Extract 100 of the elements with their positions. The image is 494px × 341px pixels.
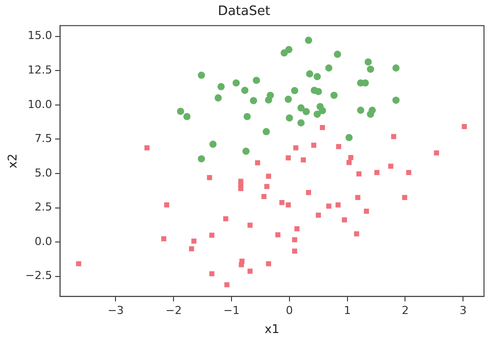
point [306, 190, 312, 196]
point [76, 261, 82, 266]
point [434, 150, 440, 156]
point [336, 144, 342, 150]
point [311, 142, 316, 148]
point [224, 282, 230, 288]
point [325, 64, 332, 72]
point [209, 232, 214, 238]
point [262, 128, 270, 136]
point [217, 83, 225, 90]
point [198, 155, 206, 162]
point [242, 148, 250, 155]
point [285, 46, 292, 54]
point [214, 94, 222, 102]
point [294, 226, 300, 232]
point [330, 92, 338, 99]
point [275, 232, 280, 238]
point [392, 96, 400, 104]
point [388, 164, 394, 169]
point [244, 112, 251, 120]
point [346, 160, 352, 166]
point [297, 104, 305, 112]
point [209, 140, 217, 148]
point [348, 155, 354, 160]
point [250, 97, 258, 104]
y-tick-label: 10.0 [28, 98, 52, 111]
point [391, 134, 396, 140]
point [406, 170, 412, 176]
point [356, 171, 362, 176]
point [241, 86, 248, 94]
y-tick-label: 15.0 [28, 29, 52, 42]
point [362, 79, 369, 87]
point [374, 170, 380, 176]
y-tick-label: 12.5 [28, 63, 52, 76]
point [306, 70, 314, 78]
y-tick-label: 2.5 [34, 200, 52, 214]
point [302, 108, 310, 116]
point [366, 110, 374, 118]
point [161, 236, 166, 242]
chart-title: DataSet [218, 4, 270, 20]
point [326, 204, 332, 209]
point [248, 268, 253, 274]
point [462, 124, 467, 130]
point [206, 175, 212, 180]
point [189, 246, 194, 252]
point [318, 107, 326, 114]
y-tick-label: −2.5 [25, 269, 52, 282]
point [364, 208, 369, 214]
point [300, 157, 306, 162]
point [176, 108, 184, 115]
point [316, 212, 321, 218]
x-tick-label: −3 [108, 304, 124, 317]
point [238, 186, 244, 192]
point [286, 114, 294, 122]
x-tick-label: −1 [223, 304, 240, 317]
point [314, 88, 322, 96]
point [255, 160, 260, 166]
point [336, 202, 341, 208]
point [402, 194, 408, 200]
point [191, 238, 196, 244]
x-tick-label: 0 [286, 304, 293, 317]
point [266, 261, 272, 266]
point [284, 96, 292, 103]
point [292, 237, 298, 242]
point [144, 145, 150, 150]
point [334, 50, 342, 58]
point [366, 66, 374, 73]
point [292, 248, 298, 254]
point [355, 194, 360, 200]
point [232, 79, 240, 87]
point [223, 216, 228, 222]
point [297, 119, 305, 126]
point [252, 76, 260, 84]
point [286, 202, 291, 208]
point [354, 231, 360, 236]
y-tick-label: 7.5 [34, 132, 52, 146]
point [392, 64, 400, 72]
point [264, 184, 270, 190]
point [293, 145, 298, 150]
point [364, 58, 372, 66]
point [345, 134, 353, 142]
x-tick-label: 3 [460, 304, 467, 317]
point [209, 271, 214, 276]
x-axis-title: x1 [264, 322, 280, 336]
point [314, 110, 321, 118]
point [266, 92, 274, 99]
point [291, 87, 298, 94]
point [183, 112, 191, 120]
x-tick-label: −2 [166, 304, 182, 317]
point [266, 174, 272, 179]
point [304, 36, 312, 44]
x-tick-label: 2 [402, 304, 409, 317]
point [248, 222, 253, 228]
point [164, 202, 170, 208]
point [342, 217, 347, 222]
point [198, 72, 206, 79]
y-axis-title: x2 [5, 154, 20, 168]
point [238, 262, 244, 268]
point [357, 106, 364, 114]
y-tick-label: 5.0 [34, 166, 52, 180]
